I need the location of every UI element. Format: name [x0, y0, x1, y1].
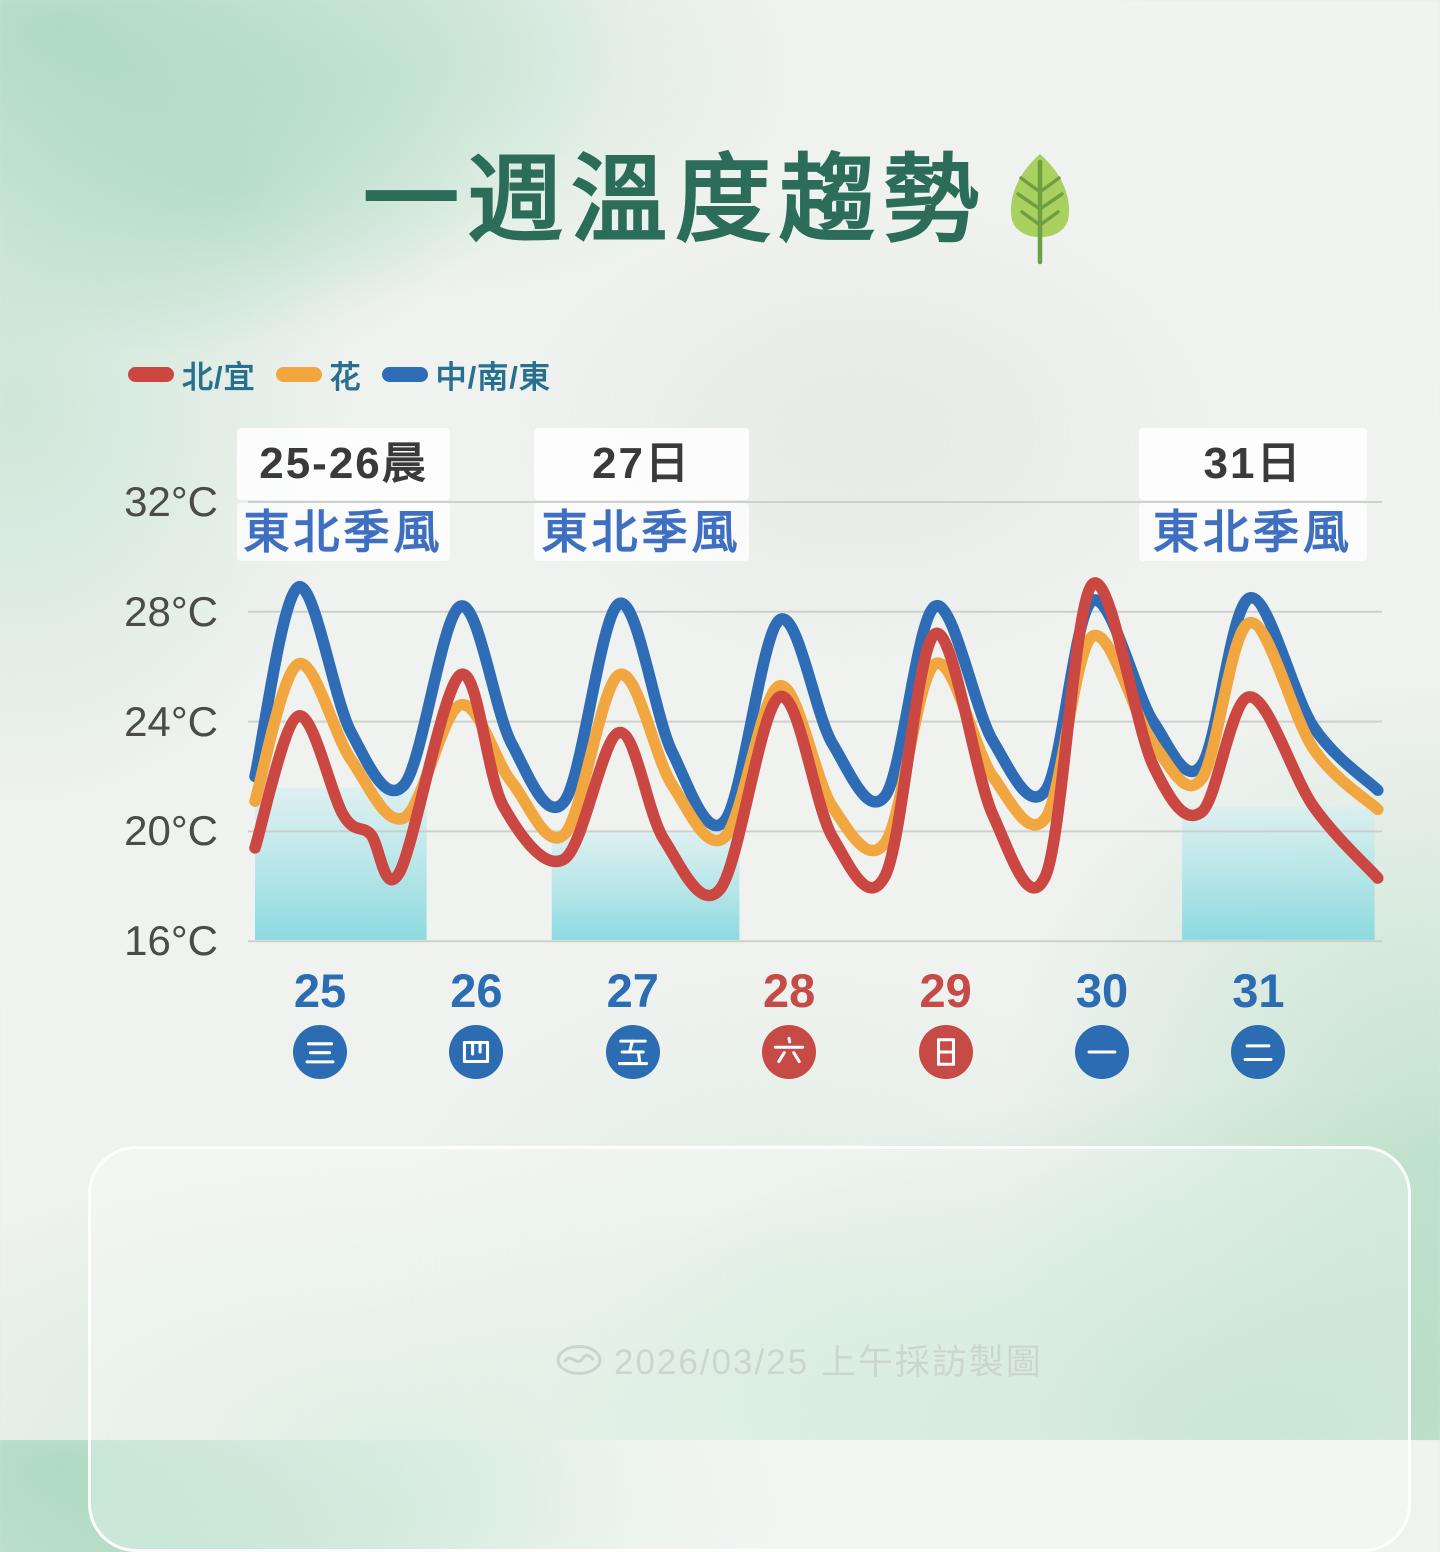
legend-item-hualien: 花: [275, 352, 362, 397]
weekday-badge-二: [1231, 1025, 1286, 1079]
annotation-subtitle: 東北季風: [1139, 503, 1367, 561]
day-column-26: 26: [411, 966, 541, 1079]
weekday-badge-三: [293, 1025, 347, 1079]
annotation-monsoon-31: 31日 東北季風: [1139, 428, 1367, 561]
hualien-series-swatch: [275, 367, 322, 382]
legend: 北/宜 花 中/南/東: [128, 352, 551, 397]
day-column-28: 28: [724, 966, 854, 1079]
temperature-trend-chart: [248, 501, 1384, 943]
page-title: 一週溫度趨勢: [363, 147, 987, 254]
date-label: 29: [919, 964, 972, 1017]
date-label: 25: [293, 964, 347, 1017]
leaf-icon: [1010, 154, 1070, 265]
cold-band: [551, 831, 740, 940]
legend-label: 北/宜: [182, 360, 256, 395]
cold-band: [1182, 806, 1375, 940]
annotation-subtitle: 東北季風: [237, 503, 450, 561]
weekday-badge-一: [1075, 1025, 1129, 1079]
weekday-glyph: [617, 1039, 648, 1066]
series-line-中/南/東: [249, 581, 1384, 832]
legend-item-central-south-east: 中/南/東: [381, 352, 551, 397]
date-label: 26: [450, 964, 503, 1017]
date-label: 28: [763, 964, 816, 1017]
cwa-logo-icon: [556, 1344, 602, 1375]
weekday-glyph: [774, 1036, 805, 1064]
weekday-glyph: [936, 1038, 955, 1066]
weekday-badge-五: [605, 1025, 660, 1079]
footer: 2026/03/25 上午採訪製圖: [556, 1334, 1043, 1385]
annotation-title: 27日: [534, 428, 749, 500]
day-column-27: 27: [568, 966, 698, 1079]
annotation-subtitle: 東北季風: [534, 503, 749, 561]
annotation-title: 31日: [1139, 428, 1367, 500]
weekday-glyph: [1087, 1050, 1117, 1054]
weekday-badge-四: [449, 1025, 504, 1079]
weekday-glyph: [1243, 1044, 1273, 1062]
day-column-31: 31: [1193, 966, 1323, 1079]
annotation-monsoon-27: 27日 東北季風: [534, 428, 749, 561]
annotation-monsoon-25-26: 25-26晨 東北季風: [237, 428, 450, 561]
y-axis-label: 24°C: [124, 697, 218, 745]
title-row: 一週溫度趨勢: [0, 148, 1440, 268]
date-label: 31: [1232, 964, 1285, 1017]
footer-credit: 2026/03/25 上午採訪製圖: [614, 1343, 1043, 1382]
legend-label: 花: [329, 360, 362, 395]
weekday-glyph: [463, 1040, 490, 1064]
y-axis-label: 20°C: [124, 807, 218, 855]
y-axis-label: 28°C: [124, 587, 218, 635]
north-series-swatch: [128, 367, 174, 382]
date-label: 30: [1075, 964, 1129, 1017]
date-label: 27: [606, 964, 659, 1017]
weekday-badge-六: [762, 1025, 817, 1079]
weekday-glyph: [305, 1042, 335, 1064]
legend-label: 中/南/東: [435, 360, 551, 395]
central-south-east-series-swatch: [381, 367, 428, 382]
weekday-badge-日: [918, 1025, 973, 1079]
day-column-25: 25: [255, 966, 385, 1079]
y-axis-label: 32°C: [124, 478, 218, 525]
y-axis-label: 16°C: [124, 917, 218, 965]
day-column-30: 30: [1037, 966, 1167, 1079]
legend-item-north: 北/宜: [128, 352, 256, 397]
series-line-北/宜: [249, 577, 1384, 902]
annotation-title: 25-26晨: [237, 428, 450, 500]
day-column-29: 29: [881, 966, 1011, 1079]
